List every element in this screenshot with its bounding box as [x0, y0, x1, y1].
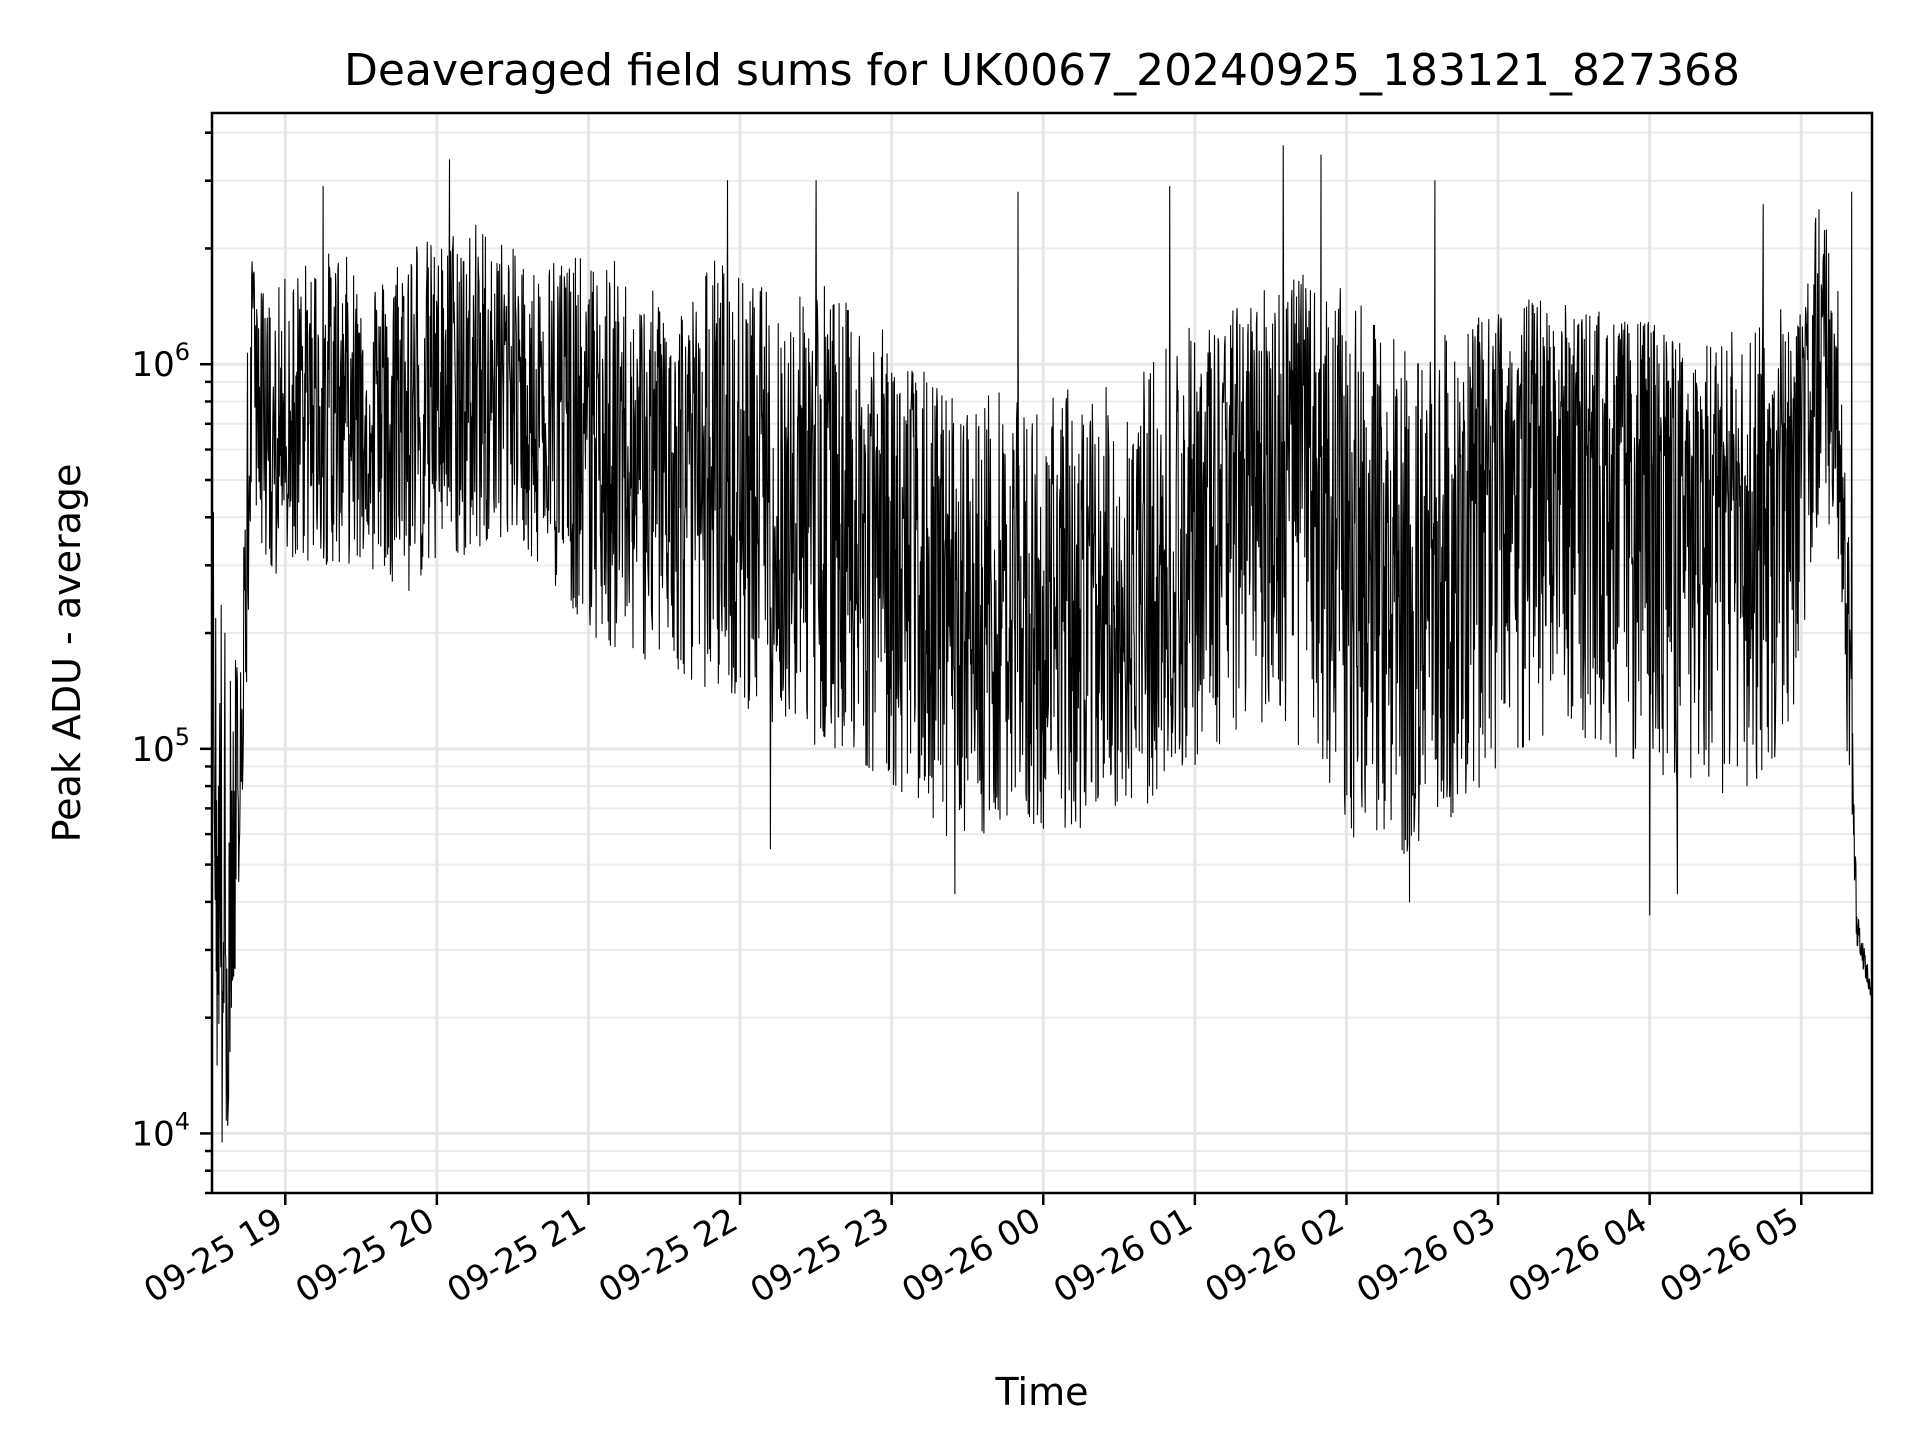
y-tick-label: 104 — [131, 1107, 190, 1154]
chart-title: Deaveraged field sums for UK0067_2024092… — [344, 45, 1740, 96]
x-tick-label: 09-25 20 — [289, 1200, 441, 1311]
x-tick-label: 09-26 05 — [1653, 1200, 1805, 1311]
y-tick-label: 106 — [131, 338, 190, 385]
x-axis: 09-25 19 09-25 20 09-25 21 09-25 22 09-25 23… — [137, 1193, 1806, 1311]
x-tick-label: 09-26 04 — [1502, 1200, 1654, 1311]
x-tick-label: 09-26 02 — [1199, 1200, 1351, 1311]
plot-frame — [210, 111, 1874, 1195]
x-tick-label: 09-26 00 — [895, 1200, 1047, 1311]
y-axis-label: Peak ADU - average — [45, 464, 89, 843]
series-layer — [211, 145, 1873, 1143]
x-tick-label: 09-25 21 — [441, 1200, 593, 1311]
x-tick-label: 09-25 23 — [744, 1200, 896, 1311]
x-axis-label: Time — [995, 1370, 1089, 1414]
y-tick-label: 105 — [131, 723, 190, 770]
y-axis: 104 105 106 — [131, 131, 212, 1195]
x-tick-label: 09-26 03 — [1350, 1200, 1502, 1311]
series-line — [211, 145, 1873, 1143]
x-tick-label: 09-26 01 — [1047, 1200, 1199, 1311]
x-tick-label: 09-25 22 — [592, 1200, 744, 1311]
x-tick-label: 09-25 19 — [137, 1200, 289, 1311]
